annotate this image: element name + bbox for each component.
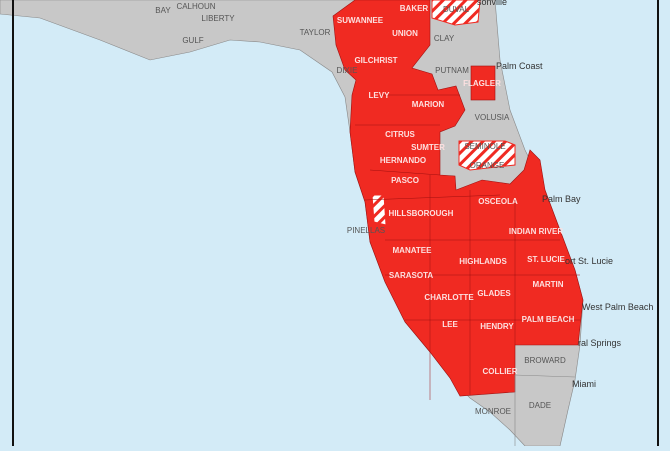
label-lee: LEE [442,320,458,329]
label-hendry: HENDRY [480,322,514,331]
label-citrus: CITRUS [385,130,415,139]
label-suwannee: SUWANNEE [337,16,384,25]
label-broward: BROWARD [524,356,566,365]
label-hernando: HERNANDO [380,156,426,165]
label-volusia: VOLUSIA [475,113,510,122]
city-labels: sonville Palm Coast Palm Bay ort St. Luc… [477,0,653,389]
label-seminole: SEMINOLE [464,142,505,151]
label-osceola: OSCEOLA [478,197,518,206]
label-liberty: LIBERTY [201,14,235,23]
label-gulf: GULF [182,36,203,45]
label-dixie: DIXIE [337,66,358,75]
county-pinellas [371,194,387,226]
label-martin: MARTIN [532,280,563,289]
label-calhoun: CALHOUN [176,2,215,11]
label-orange: ORANGE [470,161,505,170]
label-dade: DADE [529,401,551,410]
city-jacksonville: sonville [477,0,507,7]
county-flagler [470,65,496,101]
label-glades: GLADES [477,289,511,298]
label-highlands: HIGHLANDS [459,257,507,266]
label-hillsborough: HILLSBOROUGH [389,209,454,218]
gray-county-labels: CALHOUN BAY LIBERTY GULF TAYLOR DIXIE CL… [155,2,566,416]
red-county-labels: BAKER SUWANNEE UNION GILCHRIST LEVY MARI… [337,4,575,376]
label-putnam: PUTNAM [435,66,469,75]
map-frame-right [657,0,659,446]
label-pinellas: PINELLAS [347,226,385,235]
county-orange [458,140,516,171]
label-indian-river: INDIAN RIVER [509,227,563,236]
city-palm-bay: Palm Bay [542,194,581,204]
county-borders [355,94,580,400]
city-miami: Miami [572,379,596,389]
label-levy: LEVY [369,91,391,100]
label-gilchrist: GILCHRIST [354,56,397,65]
label-clay: CLAY [434,34,455,43]
label-duval: DUVAL [443,5,470,14]
city-port-st-lucie: ort St. Lucie [565,256,613,266]
label-marion: MARION [412,100,445,109]
county-duval [431,0,481,26]
hatched-county-labels: DUVAL SEMINOLE ORANGE PINELLAS [347,5,506,235]
label-manatee: MANATEE [393,246,433,255]
county-border-broward-dade [514,374,576,378]
label-collier: COLLIER [482,367,517,376]
label-st-lucie: ST. LUCIE [527,255,565,264]
city-coral-springs: ral Springs [578,338,622,348]
label-flagler: FLAGLER [463,79,501,88]
label-monroe: MONROE [475,407,511,416]
label-taylor: TAYLOR [300,28,331,37]
city-west-palm-beach: West Palm Beach [582,302,653,312]
label-charlotte: CHARLOTTE [424,293,474,302]
label-palm-beach: PALM BEACH [522,315,575,324]
highlighted-region [332,0,584,397]
label-union: UNION [392,29,418,38]
city-palm-coast: Palm Coast [496,61,543,71]
label-baker: BAKER [400,4,429,13]
label-pasco: PASCO [391,176,419,185]
map-frame-left [12,0,14,446]
label-bay: BAY [155,6,171,15]
label-sarasota: SARASOTA [389,271,434,280]
label-sumter: SUMTER [411,143,445,152]
